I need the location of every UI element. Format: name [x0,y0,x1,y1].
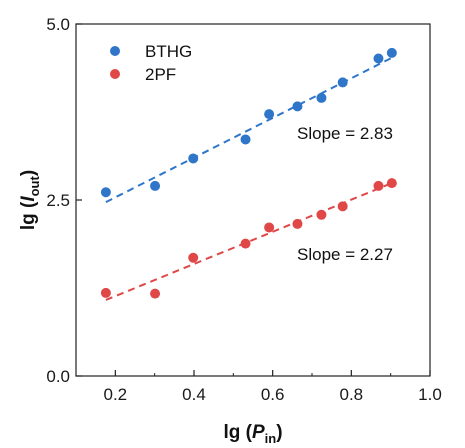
x-tick-label: 1.0 [418,385,442,404]
data-point-2pf [337,201,348,212]
data-point-bthg [240,134,251,145]
legend-marker-bthg [110,46,120,56]
data-point-2pf [240,238,251,249]
data-point-bthg [316,92,327,103]
y-tick-label: 0.0 [46,367,70,386]
data-point-bthg [188,153,199,164]
x-tick-label: 0.4 [182,385,206,404]
legend: BTHG 2PF [110,42,192,84]
y-tick-label: 5.0 [46,15,70,34]
data-point-bthg [292,101,303,112]
legend-label-bthg: BTHG [145,42,192,61]
data-point-bthg [264,109,275,120]
data-point-2pf [316,209,327,220]
data-point-2pf [150,288,161,299]
data-point-bthg [150,180,161,191]
data-point-2pf [188,252,199,263]
data-point-bthg [337,77,348,88]
data-point-2pf [100,287,111,298]
slope-annotation-2pf: Slope = 2.27 [297,245,393,264]
x-axis-label: lg (Pin) [223,422,282,446]
x-tick-label: 0.6 [261,385,285,404]
ticks-layer: 0.2 0.4 0.6 0.8 1.0 0.0 2.5 5.0 [46,15,441,404]
x-tick-label: 0.2 [104,385,128,404]
data-point-bthg [373,53,384,64]
slope-annotation-bthg: Slope = 2.83 [297,124,393,143]
legend-marker-2pf [110,69,120,79]
y-axis-label: lg (Iout) [18,170,42,230]
data-point-2pf [386,178,397,189]
data-point-2pf [292,218,303,229]
data-point-bthg [100,187,111,198]
data-point-2pf [264,222,275,233]
y-tick-label: 2.5 [46,191,70,210]
plot-frame [75,23,431,377]
legend-label-2pf: 2PF [145,65,176,84]
x-tick-label: 0.8 [340,385,364,404]
data-point-2pf [373,180,384,191]
data-point-bthg [386,47,397,58]
points-layer [100,47,397,299]
